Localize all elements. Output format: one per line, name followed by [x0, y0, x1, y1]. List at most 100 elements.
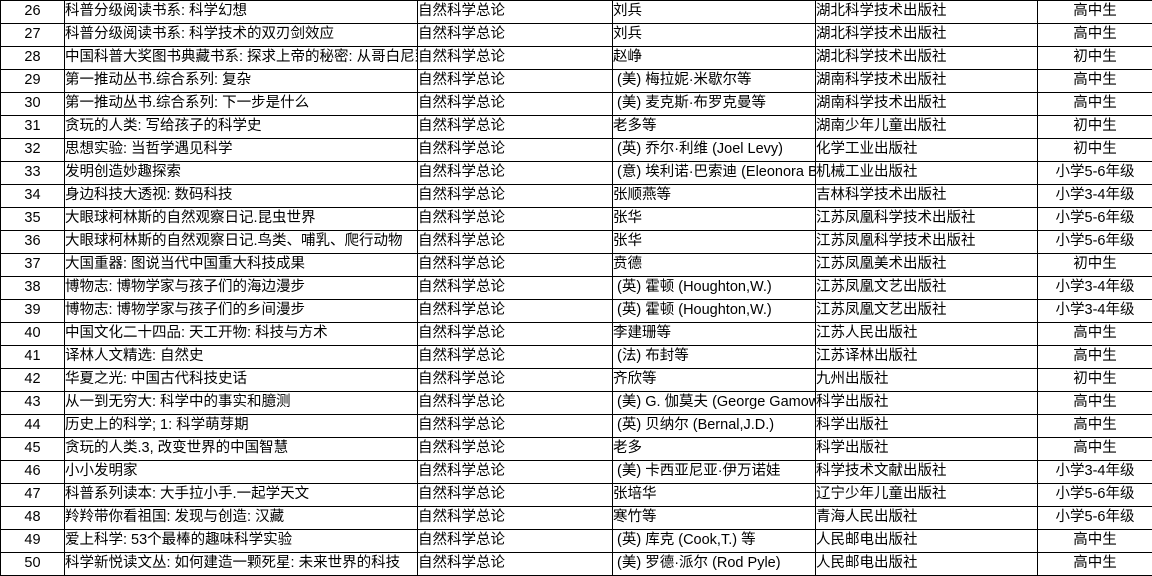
- cell-author[interactable]: (美) 罗德·派尔 (Rod Pyle): [612, 552, 816, 576]
- cell-book-title[interactable]: 科普分级阅读书系: 科学技术的双刃剑效应: [64, 23, 418, 47]
- cell-row-number[interactable]: 36: [0, 230, 65, 254]
- cell-publisher[interactable]: 江苏人民出版社: [815, 322, 1038, 346]
- cell-audience[interactable]: 高中生: [1037, 552, 1152, 576]
- cell-author[interactable]: (英) 霍顿 (Houghton,W.): [612, 299, 816, 323]
- cell-author[interactable]: 老多等: [612, 115, 816, 139]
- cell-category[interactable]: 自然科学总论: [417, 552, 613, 576]
- cell-publisher[interactable]: 人民邮电出版社: [815, 552, 1038, 576]
- cell-publisher[interactable]: 江苏凤凰文艺出版社: [815, 299, 1038, 323]
- cell-author[interactable]: (美) 麦克斯·布罗克曼等: [612, 92, 816, 116]
- cell-audience[interactable]: 高中生: [1037, 69, 1152, 93]
- cell-audience[interactable]: 高中生: [1037, 391, 1152, 415]
- cell-book-title[interactable]: 思想实验: 当哲学遇见科学: [64, 138, 418, 162]
- cell-author[interactable]: 贲德: [612, 253, 816, 277]
- cell-category[interactable]: 自然科学总论: [417, 230, 613, 254]
- cell-publisher[interactable]: 科学技术文献出版社: [815, 460, 1038, 484]
- cell-category[interactable]: 自然科学总论: [417, 529, 613, 553]
- cell-audience[interactable]: 初中生: [1037, 115, 1152, 139]
- cell-author[interactable]: (英) 霍顿 (Houghton,W.): [612, 276, 816, 300]
- cell-category[interactable]: 自然科学总论: [417, 184, 613, 208]
- cell-category[interactable]: 自然科学总论: [417, 23, 613, 47]
- cell-publisher[interactable]: 湖南科学技术出版社: [815, 92, 1038, 116]
- cell-audience[interactable]: 小学5-6年级: [1037, 483, 1152, 507]
- cell-audience[interactable]: 初中生: [1037, 368, 1152, 392]
- cell-audience[interactable]: 高中生: [1037, 414, 1152, 438]
- cell-row-number[interactable]: 40: [0, 322, 65, 346]
- cell-book-title[interactable]: 华夏之光: 中国古代科技史话: [64, 368, 418, 392]
- cell-book-title[interactable]: 博物志: 博物学家与孩子们的海边漫步: [64, 276, 418, 300]
- cell-row-number[interactable]: 30: [0, 92, 65, 116]
- cell-category[interactable]: 自然科学总论: [417, 368, 613, 392]
- cell-publisher[interactable]: 湖北科学技术出版社: [815, 23, 1038, 47]
- cell-row-number[interactable]: 31: [0, 115, 65, 139]
- cell-audience[interactable]: 小学3-4年级: [1037, 460, 1152, 484]
- cell-book-title[interactable]: 科普系列读本: 大手拉小手.一起学天文: [64, 483, 418, 507]
- cell-row-number[interactable]: 39: [0, 299, 65, 323]
- cell-author[interactable]: 赵峥: [612, 46, 816, 70]
- cell-author[interactable]: 齐欣等: [612, 368, 816, 392]
- cell-category[interactable]: 自然科学总论: [417, 138, 613, 162]
- cell-category[interactable]: 自然科学总论: [417, 161, 613, 185]
- cell-book-title[interactable]: 博物志: 博物学家与孩子们的乡间漫步: [64, 299, 418, 323]
- cell-publisher[interactable]: 吉林科学技术出版社: [815, 184, 1038, 208]
- cell-author[interactable]: (法) 布封等: [612, 345, 816, 369]
- cell-book-title[interactable]: 发明创造妙趣探索: [64, 161, 418, 185]
- cell-audience[interactable]: 小学3-4年级: [1037, 276, 1152, 300]
- cell-publisher[interactable]: 江苏凤凰美术出版社: [815, 253, 1038, 277]
- cell-publisher[interactable]: 科学出版社: [815, 437, 1038, 461]
- cell-category[interactable]: 自然科学总论: [417, 207, 613, 231]
- cell-audience[interactable]: 高中生: [1037, 23, 1152, 47]
- cell-publisher[interactable]: 九州出版社: [815, 368, 1038, 392]
- cell-category[interactable]: 自然科学总论: [417, 92, 613, 116]
- cell-author[interactable]: 张华: [612, 230, 816, 254]
- cell-author[interactable]: 张培华: [612, 483, 816, 507]
- cell-author[interactable]: 李建珊等: [612, 322, 816, 346]
- cell-row-number[interactable]: 38: [0, 276, 65, 300]
- cell-category[interactable]: 自然科学总论: [417, 276, 613, 300]
- cell-book-title[interactable]: 第一推动丛书.综合系列: 复杂: [64, 69, 418, 93]
- cell-publisher[interactable]: 机械工业出版社: [815, 161, 1038, 185]
- cell-publisher[interactable]: 江苏凤凰科学技术出版社: [815, 230, 1038, 254]
- cell-row-number[interactable]: 32: [0, 138, 65, 162]
- cell-author[interactable]: (美) G. 伽莫夫 (George Gamow): [612, 391, 816, 415]
- cell-category[interactable]: 自然科学总论: [417, 0, 613, 24]
- cell-book-title[interactable]: 中国文化二十四品: 天工开物: 科技与方术: [64, 322, 418, 346]
- cell-audience[interactable]: 高中生: [1037, 0, 1152, 24]
- cell-audience[interactable]: 小学5-6年级: [1037, 207, 1152, 231]
- cell-author[interactable]: (英) 贝纳尔 (Bernal,J.D.): [612, 414, 816, 438]
- cell-category[interactable]: 自然科学总论: [417, 506, 613, 530]
- cell-row-number[interactable]: 28: [0, 46, 65, 70]
- cell-author[interactable]: 寒竹等: [612, 506, 816, 530]
- cell-audience[interactable]: 初中生: [1037, 138, 1152, 162]
- cell-book-title[interactable]: 中国科普大奖图书典藏书系: 探求上帝的秘密: 从哥白尼到牛顿: [64, 46, 418, 70]
- cell-publisher[interactable]: 科学出版社: [815, 391, 1038, 415]
- cell-author[interactable]: (美) 卡西亚尼亚·伊万诺娃: [612, 460, 816, 484]
- cell-publisher[interactable]: 科学出版社: [815, 414, 1038, 438]
- cell-row-number[interactable]: 29: [0, 69, 65, 93]
- cell-row-number[interactable]: 46: [0, 460, 65, 484]
- cell-book-title[interactable]: 羚羚带你看祖国: 发现与创造: 汉藏: [64, 506, 418, 530]
- cell-category[interactable]: 自然科学总论: [417, 253, 613, 277]
- cell-publisher[interactable]: 江苏凤凰文艺出版社: [815, 276, 1038, 300]
- cell-category[interactable]: 自然科学总论: [417, 483, 613, 507]
- cell-book-title[interactable]: 大国重器: 图说当代中国重大科技成果: [64, 253, 418, 277]
- cell-audience[interactable]: 高中生: [1037, 322, 1152, 346]
- cell-row-number[interactable]: 37: [0, 253, 65, 277]
- cell-author[interactable]: (意) 埃利诺·巴索迪 (Eleonora Barsotti): [612, 161, 816, 185]
- cell-row-number[interactable]: 44: [0, 414, 65, 438]
- cell-audience[interactable]: 小学3-4年级: [1037, 299, 1152, 323]
- cell-author[interactable]: 张顺燕等: [612, 184, 816, 208]
- cell-row-number[interactable]: 49: [0, 529, 65, 553]
- cell-row-number[interactable]: 33: [0, 161, 65, 185]
- cell-category[interactable]: 自然科学总论: [417, 115, 613, 139]
- cell-row-number[interactable]: 50: [0, 552, 65, 576]
- cell-publisher[interactable]: 江苏译林出版社: [815, 345, 1038, 369]
- cell-book-title[interactable]: 大眼球柯林斯的自然观察日记.昆虫世界: [64, 207, 418, 231]
- cell-book-title[interactable]: 历史上的科学; 1: 科学萌芽期: [64, 414, 418, 438]
- cell-author[interactable]: (英) 库克 (Cook,T.) 等: [612, 529, 816, 553]
- cell-row-number[interactable]: 35: [0, 207, 65, 231]
- cell-category[interactable]: 自然科学总论: [417, 460, 613, 484]
- cell-publisher[interactable]: 湖南科学技术出版社: [815, 69, 1038, 93]
- cell-author[interactable]: (英) 乔尔·利维 (Joel Levy): [612, 138, 816, 162]
- cell-row-number[interactable]: 45: [0, 437, 65, 461]
